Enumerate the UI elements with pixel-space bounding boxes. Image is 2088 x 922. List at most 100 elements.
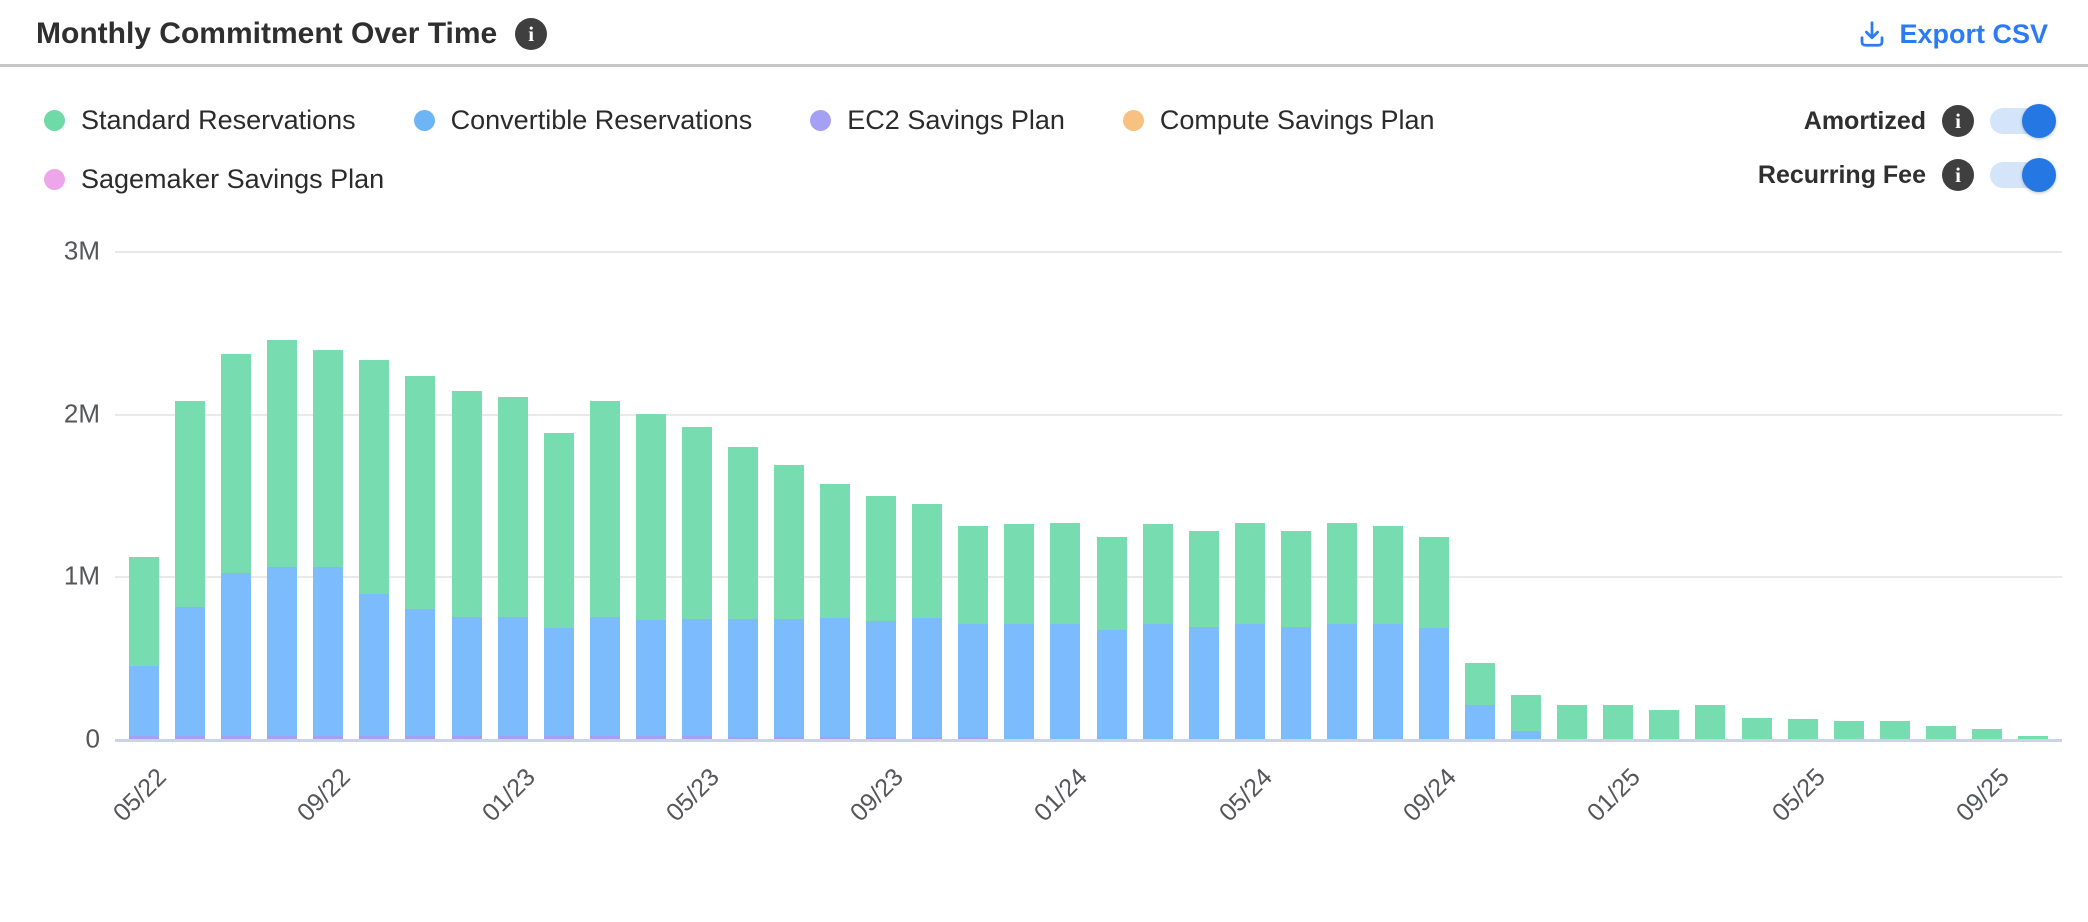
bar-column-02/24[interactable] [1096, 537, 1127, 739]
download-icon [1857, 19, 1887, 49]
bar-segment [1787, 719, 1818, 739]
bar-segment [1004, 623, 1035, 739]
x-axis-label: 09/22 [292, 763, 357, 828]
x-axis-label: 05/24 [1213, 763, 1278, 828]
bar-segment [451, 735, 482, 739]
legend-item-1[interactable]: Convertible Reservations [413, 105, 752, 136]
bar-column-05/22[interactable] [129, 556, 159, 739]
bar-column-06/23[interactable] [727, 447, 758, 739]
bar-segment [1833, 721, 1864, 739]
bar-segment [681, 426, 712, 619]
legend-item-3[interactable]: Compute Savings Plan [1122, 105, 1435, 136]
bar-column-10/22[interactable] [359, 360, 390, 739]
bar-column-05/24[interactable] [1234, 522, 1265, 739]
x-axis-label: 09/25 [1950, 763, 2015, 828]
bar-segment [175, 400, 206, 608]
bar-segment [175, 735, 206, 739]
legend-dot [810, 110, 832, 131]
bar-column-01/24[interactable] [1050, 522, 1081, 739]
export-csv-label: Export CSV [1899, 18, 2048, 49]
bar-column-02/25[interactable] [1649, 709, 1680, 739]
legend-dot [44, 110, 65, 131]
bar-column-12/24[interactable] [1557, 704, 1588, 739]
bar-column-08/22[interactable] [267, 340, 298, 739]
bar-column-01/25[interactable] [1603, 704, 1634, 739]
bar-column-10/24[interactable] [1465, 662, 1496, 739]
y-axis: 3M 2M 1M 0 [0, 236, 100, 754]
bar-column-01/23[interactable] [497, 397, 528, 739]
info-icon[interactable]: i [1942, 105, 1974, 137]
x-axis-label: 01/24 [1029, 763, 1094, 828]
bar-column-09/24[interactable] [1419, 537, 1450, 739]
bar-segment [451, 617, 482, 736]
bar-segment [1741, 717, 1772, 739]
bar-segment [1695, 704, 1726, 739]
toggle-switch-1[interactable] [1990, 158, 2056, 192]
bar-segment [1511, 695, 1542, 731]
bar-column-07/22[interactable] [221, 353, 252, 739]
bar-column-06/24[interactable] [1280, 530, 1311, 739]
bar-column-03/24[interactable] [1142, 524, 1173, 739]
bar-segment [774, 736, 805, 739]
bar-column-06/25[interactable] [1833, 721, 1864, 739]
toggle-label: Recurring Fee [1757, 160, 1926, 189]
toggle-switch-0[interactable] [1990, 104, 2056, 138]
bar-column-09/23[interactable] [866, 495, 897, 739]
bar-column-10/23[interactable] [912, 503, 943, 739]
x-axis-label: 09/24 [1397, 763, 1462, 828]
bar-segment [912, 736, 943, 739]
bar-segment [635, 620, 666, 736]
bar-column-12/22[interactable] [451, 390, 482, 739]
info-icon[interactable]: i [515, 18, 548, 50]
export-csv-link[interactable]: Export CSV [1857, 19, 2048, 50]
bar-column-07/23[interactable] [774, 464, 805, 739]
legend-item-4[interactable]: Sagemaker Savings Plan [44, 164, 384, 195]
bar-segment [1925, 726, 1956, 739]
bar-column-10/25[interactable] [2018, 735, 2048, 739]
bar-column-07/24[interactable] [1326, 522, 1357, 739]
bar-segment [866, 736, 897, 739]
bar-column-08/25[interactable] [1925, 726, 1956, 739]
toggle-row-0: Amortized i [1758, 104, 2058, 138]
bar-column-03/25[interactable] [1695, 704, 1726, 739]
info-icon[interactable]: i [1942, 159, 1974, 191]
bar-column-03/23[interactable] [589, 400, 620, 739]
bar-segment [1050, 623, 1081, 739]
bar-column-08/24[interactable] [1372, 525, 1403, 739]
legend-dot [1122, 110, 1144, 131]
bar-segment [405, 735, 436, 739]
bar-column-12/23[interactable] [1004, 524, 1035, 739]
gridline [115, 413, 2062, 416]
bar-column-09/25[interactable] [1971, 729, 2002, 739]
bar-column-06/22[interactable] [175, 400, 206, 739]
x-axis-label: 01/25 [1582, 763, 1647, 828]
bar-column-11/24[interactable] [1511, 695, 1542, 739]
bar-column-07/25[interactable] [1879, 721, 1910, 739]
bar-segment [313, 566, 344, 736]
legend-item-2[interactable]: EC2 Savings Plan [810, 105, 1065, 136]
bar-column-11/23[interactable] [958, 525, 989, 739]
bar-segment [589, 617, 620, 736]
bar-column-11/22[interactable] [405, 376, 436, 739]
bar-column-02/23[interactable] [543, 433, 574, 739]
gridline [115, 251, 2062, 253]
bar-segment [1372, 525, 1403, 624]
x-axis-label: 05/25 [1766, 763, 1831, 828]
bar-column-04/25[interactable] [1741, 717, 1772, 739]
x-axis-label: 01/23 [476, 763, 541, 828]
bar-column-04/24[interactable] [1188, 530, 1219, 739]
bar-segment [1603, 704, 1634, 739]
bar-segment [727, 736, 758, 739]
y-axis-label: 0 [85, 723, 100, 754]
bar-column-09/22[interactable] [313, 350, 344, 739]
bar-segment [866, 621, 897, 737]
bar-segment [1096, 630, 1127, 739]
bar-column-05/25[interactable] [1787, 719, 1818, 739]
bar-segment [497, 617, 528, 736]
bar-segment [2018, 735, 2048, 739]
bar-column-08/23[interactable] [820, 484, 851, 739]
legend-item-0[interactable]: Standard Reservations [44, 105, 356, 136]
bar-segment [1142, 524, 1173, 624]
bar-column-05/23[interactable] [681, 426, 712, 739]
bar-column-04/23[interactable] [635, 413, 666, 739]
